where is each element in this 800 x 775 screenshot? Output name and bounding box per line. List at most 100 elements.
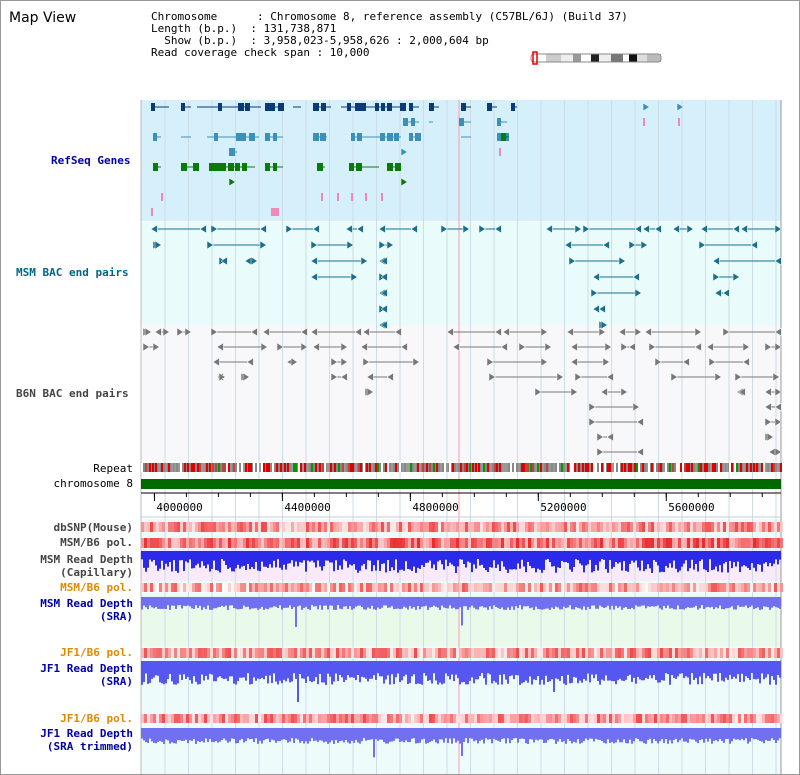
- dbsnp-heat: [372, 522, 375, 532]
- msm-depth-sra-bar: [555, 597, 557, 607]
- jf1-depth-trimmed-bar: [195, 728, 197, 744]
- dbsnp-heat: [393, 522, 396, 532]
- repeat-element: [330, 463, 332, 472]
- b6n-bac-pair-end: [764, 402, 772, 412]
- msm-bac-pair-end: [150, 224, 158, 234]
- repeat-element: [530, 463, 532, 472]
- jf1-depth-sra-bar: [533, 661, 535, 680]
- dbsnp-heat: [561, 522, 564, 532]
- dbsnp-heat: [582, 522, 585, 532]
- msm-depth-capillary-bar: [571, 551, 573, 572]
- jf1-pol2-heat: [744, 714, 747, 723]
- msm-depth-sra-bar: [389, 597, 391, 608]
- msm-depth-capillary-bar: [157, 551, 159, 571]
- repeat-element: [168, 463, 170, 472]
- msm-depth-sra-bar: [609, 597, 611, 610]
- jf1-depth-sra-bar: [517, 661, 519, 676]
- msm-depth-capillary-bar: [633, 551, 635, 563]
- ruler-tick-label: 4000000: [156, 501, 202, 514]
- msm-depth-sra-bar: [583, 597, 585, 607]
- dbsnp-heat: [519, 522, 522, 532]
- msm-depth-capillary-bar: [659, 551, 661, 573]
- jf1-depth-trimmed-bar: [437, 728, 439, 744]
- jf1-pol-heat: [384, 648, 387, 658]
- msm-depth-sra-bar: [515, 597, 517, 607]
- repeat-element: [537, 463, 539, 472]
- refseq-gene-green-exon: [349, 163, 354, 171]
- jf1-depth-trimmed-bar: [667, 728, 669, 744]
- jf1-depth-trimmed-bar: [673, 728, 675, 740]
- msm-depth-sra-bar: [323, 597, 325, 606]
- msm-depth-sra-bar: [207, 597, 209, 606]
- dbsnp-heat: [189, 522, 192, 532]
- jf1-depth-sra-bar: [677, 661, 679, 677]
- jf1-pol-heat: [339, 648, 342, 658]
- jf1-pol-heat: [588, 648, 591, 658]
- jf1-pol2-heat: [381, 714, 384, 723]
- jf1-pol2-heat: [396, 714, 399, 723]
- msm-depth-capillary-bar: [547, 551, 549, 560]
- jf1-depth-trimmed-bar: [605, 728, 607, 744]
- msm-pol2-heat: [597, 583, 600, 592]
- msm-pol2-heat: [360, 583, 363, 592]
- dbsnp-heat: [192, 522, 195, 532]
- b6n-bac-pair-end: [354, 327, 362, 337]
- jf1-depth-trimmed-bar: [581, 728, 583, 743]
- msm-depth-capillary-bar: [691, 551, 693, 560]
- msm-pol-heat: [492, 538, 495, 548]
- msm-depth-sra-bar: [393, 597, 395, 610]
- jf1-pol2-heat: [249, 714, 252, 723]
- jf1-pol2-heat: [771, 714, 774, 723]
- msm-depth-capillary-bar: [529, 551, 531, 566]
- jf1-depth-trimmed-bar: [373, 728, 375, 758]
- msm-pol2-heat: [162, 583, 165, 592]
- msm-depth-sra-bar: [533, 597, 535, 610]
- jf1-pol-heat: [543, 648, 546, 658]
- dbsnp-heat: [654, 522, 657, 532]
- jf1-depth-sra-bar: [245, 661, 247, 681]
- b6n-bac-pair-end: [618, 327, 626, 337]
- msm-bac-pair-end: [545, 224, 553, 234]
- jf1-depth-trimmed-bar: [181, 728, 183, 742]
- jf1-depth-trimmed-bar: [569, 728, 571, 742]
- refseq-gene-arrow: [642, 102, 650, 112]
- jf1-depth-sra-bar: [433, 661, 435, 674]
- refseq-pink-mark: [499, 148, 501, 156]
- jf1-pol2-heat: [501, 714, 504, 723]
- jf1-depth-sra-bar: [173, 661, 175, 685]
- msm-depth-sra-bar: [691, 597, 693, 608]
- jf1-pol2-heat: [162, 714, 165, 723]
- msm-depth-capillary-bar: [575, 551, 577, 560]
- msm-depth-capillary-bar: [697, 551, 699, 572]
- msm-pol-heat: [774, 538, 777, 548]
- jf1-pol2-heat: [591, 714, 594, 723]
- b6n-bac-pair-end: [152, 342, 160, 352]
- dbsnp-heat: [201, 522, 204, 532]
- jf1-pol2-heat: [387, 714, 390, 723]
- refseq-gene-mid-exon: [320, 133, 326, 141]
- jf1-depth-sra-bar: [753, 661, 755, 680]
- msm-pol2-heat: [495, 583, 498, 592]
- msm-depth-capillary-bar: [629, 551, 631, 564]
- jf1-depth-trimmed-bar: [215, 728, 217, 742]
- msm-pol-heat: [171, 538, 174, 548]
- jf1-depth-trimmed-bar: [631, 728, 633, 744]
- msm-depth-capillary-bar: [591, 551, 593, 573]
- jf1-pol-heat: [342, 648, 345, 658]
- msm-depth-sra-bar: [163, 597, 165, 609]
- msm-depth-capillary-bar: [195, 551, 197, 566]
- dbsnp-heat: [186, 522, 189, 532]
- dbsnp-heat: [198, 522, 201, 532]
- jf1-depth-sra-bar: [287, 661, 289, 679]
- msm-depth-capillary-bar: [331, 551, 333, 563]
- msm-pol2-heat: [192, 583, 195, 592]
- msm-depth-sra-bar: [217, 597, 219, 608]
- refseq-gene-dark-exon: [429, 103, 434, 111]
- msm-depth-sra-bar: [257, 597, 259, 610]
- msm-depth-capillary-bar: [603, 551, 605, 560]
- refseq-gene-dark-exon: [381, 103, 385, 111]
- b6n-bac-pair-end: [540, 357, 548, 367]
- jf1-depth-trimmed-bar: [323, 728, 325, 743]
- msm-depth-capillary-bar: [679, 551, 681, 571]
